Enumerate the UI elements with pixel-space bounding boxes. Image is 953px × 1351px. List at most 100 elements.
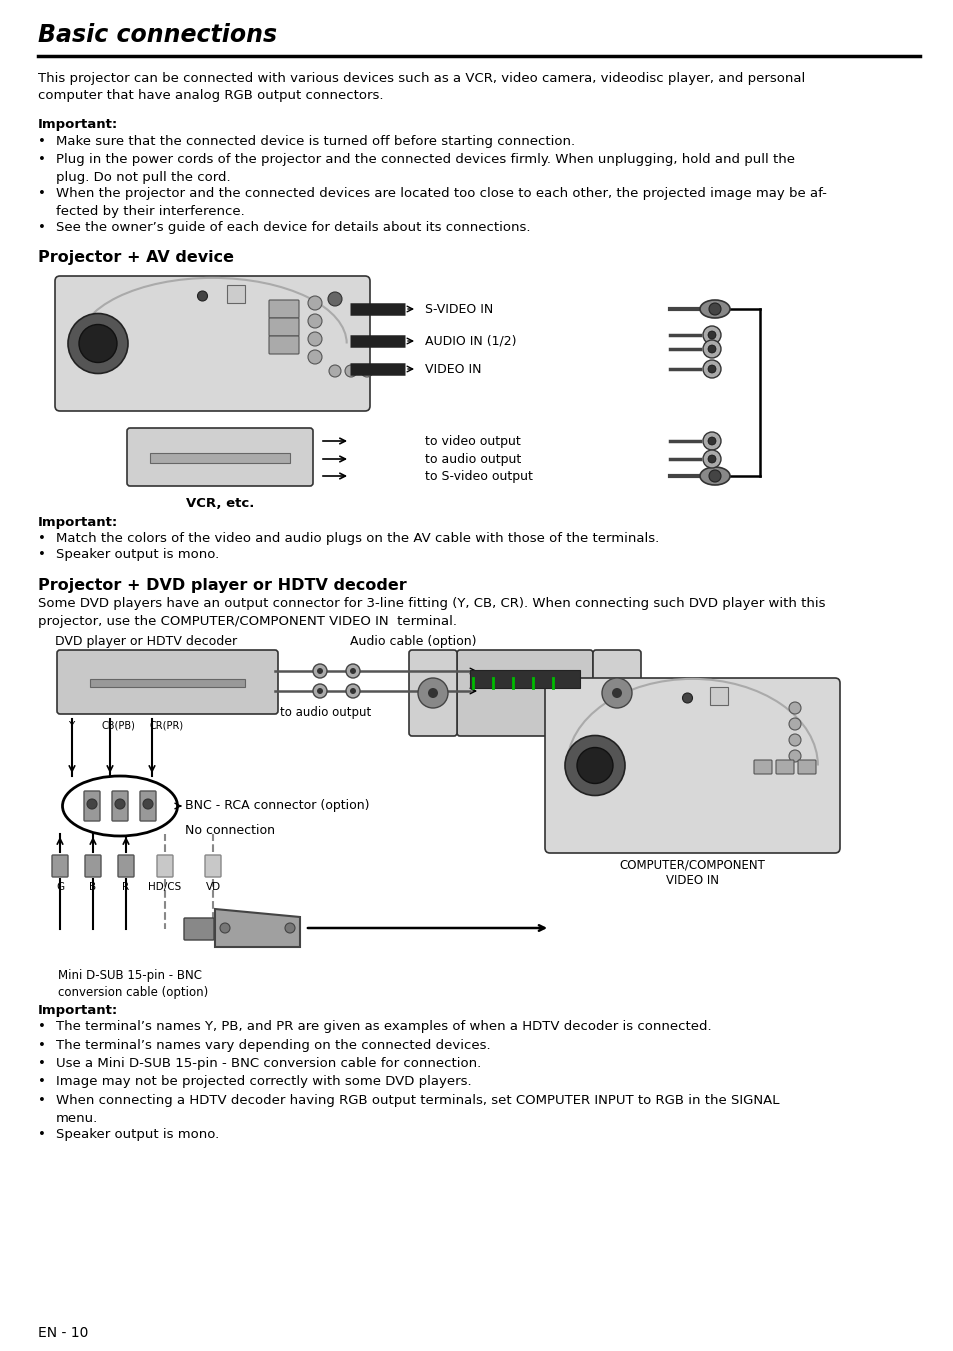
FancyBboxPatch shape: [409, 650, 456, 736]
FancyBboxPatch shape: [57, 650, 277, 713]
Text: CB(PB): CB(PB): [102, 721, 135, 731]
FancyBboxPatch shape: [544, 678, 840, 852]
Text: Some DVD players have an output connector for 3-line fitting (Y, CB, CR). When c: Some DVD players have an output connecto…: [38, 597, 824, 627]
Circle shape: [708, 470, 720, 482]
Text: CR(PR): CR(PR): [150, 721, 184, 731]
Text: Match the colors of the video and audio plugs on the AV cable with those of the : Match the colors of the video and audio …: [56, 532, 659, 544]
Circle shape: [681, 693, 692, 703]
Text: Make sure that the connected device is turned off before starting connection.: Make sure that the connected device is t…: [56, 135, 575, 149]
Circle shape: [308, 350, 322, 363]
Text: •: •: [38, 1075, 46, 1089]
Bar: [227, 285, 245, 303]
Text: Image may not be projected correctly with some DVD players.: Image may not be projected correctly wit…: [56, 1075, 471, 1089]
Text: •: •: [38, 1128, 46, 1142]
Circle shape: [328, 292, 341, 305]
Circle shape: [788, 703, 801, 713]
FancyBboxPatch shape: [112, 790, 128, 821]
Text: VCR, etc.: VCR, etc.: [186, 497, 253, 509]
Text: EN - 10: EN - 10: [38, 1325, 89, 1340]
FancyBboxPatch shape: [118, 855, 133, 877]
Text: Basic connections: Basic connections: [38, 23, 276, 47]
Text: R: R: [122, 882, 130, 892]
Text: Important:: Important:: [38, 516, 118, 530]
FancyBboxPatch shape: [753, 761, 771, 774]
Text: Audio cable (option): Audio cable (option): [350, 635, 476, 648]
FancyBboxPatch shape: [85, 855, 101, 877]
FancyBboxPatch shape: [84, 790, 100, 821]
Circle shape: [612, 688, 621, 698]
Circle shape: [68, 313, 128, 373]
Circle shape: [346, 684, 359, 698]
Circle shape: [788, 734, 801, 746]
Circle shape: [702, 340, 720, 358]
FancyBboxPatch shape: [184, 917, 213, 940]
Circle shape: [702, 359, 720, 378]
FancyBboxPatch shape: [127, 428, 313, 486]
Circle shape: [308, 296, 322, 309]
Bar: [470, 670, 579, 688]
Text: The terminal’s names vary depending on the connected devices.: The terminal’s names vary depending on t…: [56, 1039, 490, 1051]
Text: •: •: [38, 532, 46, 544]
Text: Important:: Important:: [38, 118, 118, 131]
Ellipse shape: [63, 775, 177, 836]
Circle shape: [308, 332, 322, 346]
Bar: [710, 688, 728, 705]
Ellipse shape: [700, 467, 729, 485]
Text: B: B: [90, 882, 96, 892]
Circle shape: [308, 313, 322, 328]
Text: to S-video output: to S-video output: [424, 470, 533, 484]
Circle shape: [708, 303, 720, 315]
FancyBboxPatch shape: [593, 650, 640, 736]
Circle shape: [313, 663, 327, 678]
Circle shape: [313, 684, 327, 698]
Bar: [150, 453, 290, 463]
Text: The terminal’s names Y, PB, and PR are given as examples of when a HDTV decoder : The terminal’s names Y, PB, and PR are g…: [56, 1020, 711, 1034]
FancyBboxPatch shape: [140, 790, 156, 821]
Circle shape: [707, 436, 716, 444]
Text: Speaker output is mono.: Speaker output is mono.: [56, 549, 219, 561]
Circle shape: [577, 747, 613, 784]
Circle shape: [417, 678, 448, 708]
FancyBboxPatch shape: [205, 855, 221, 877]
Text: G: G: [56, 882, 64, 892]
Circle shape: [707, 365, 716, 373]
Text: S-VIDEO IN: S-VIDEO IN: [424, 303, 493, 316]
Text: See the owner’s guide of each device for details about its connections.: See the owner’s guide of each device for…: [56, 222, 530, 235]
Text: •: •: [38, 1020, 46, 1034]
Circle shape: [345, 365, 356, 377]
Text: •: •: [38, 222, 46, 235]
FancyBboxPatch shape: [55, 276, 370, 411]
Circle shape: [564, 735, 624, 796]
Circle shape: [360, 365, 373, 377]
Text: No connection: No connection: [185, 824, 274, 838]
Text: to audio output: to audio output: [280, 707, 371, 719]
Circle shape: [707, 331, 716, 339]
Circle shape: [428, 688, 437, 698]
Text: AUDIO IN (1/2): AUDIO IN (1/2): [424, 335, 516, 349]
Text: VIDEO IN: VIDEO IN: [424, 363, 481, 376]
Circle shape: [346, 663, 359, 678]
Circle shape: [788, 750, 801, 762]
FancyBboxPatch shape: [456, 650, 593, 736]
Text: This projector can be connected with various devices such as a VCR, video camera: This projector can be connected with var…: [38, 72, 804, 103]
FancyBboxPatch shape: [797, 761, 815, 774]
Circle shape: [285, 923, 294, 934]
Circle shape: [788, 717, 801, 730]
Text: Projector + DVD player or HDTV decoder: Projector + DVD player or HDTV decoder: [38, 578, 406, 593]
Ellipse shape: [700, 300, 729, 317]
Circle shape: [143, 798, 152, 809]
Circle shape: [350, 688, 355, 694]
Text: Y: Y: [68, 721, 74, 731]
Text: •: •: [38, 1039, 46, 1051]
Circle shape: [702, 326, 720, 345]
Text: to video output: to video output: [424, 435, 520, 449]
FancyBboxPatch shape: [52, 855, 68, 877]
Text: •: •: [38, 549, 46, 561]
Text: to audio output: to audio output: [424, 453, 520, 466]
Text: Plug in the power cords of the projector and the connected devices firmly. When : Plug in the power cords of the projector…: [56, 154, 794, 184]
Circle shape: [316, 688, 323, 694]
Text: When the projector and the connected devices are located too close to each other: When the projector and the connected dev…: [56, 188, 826, 218]
Circle shape: [87, 798, 97, 809]
Text: When connecting a HDTV decoder having RGB output terminals, set COMPUTER INPUT t: When connecting a HDTV decoder having RG…: [56, 1094, 779, 1124]
FancyBboxPatch shape: [157, 855, 172, 877]
